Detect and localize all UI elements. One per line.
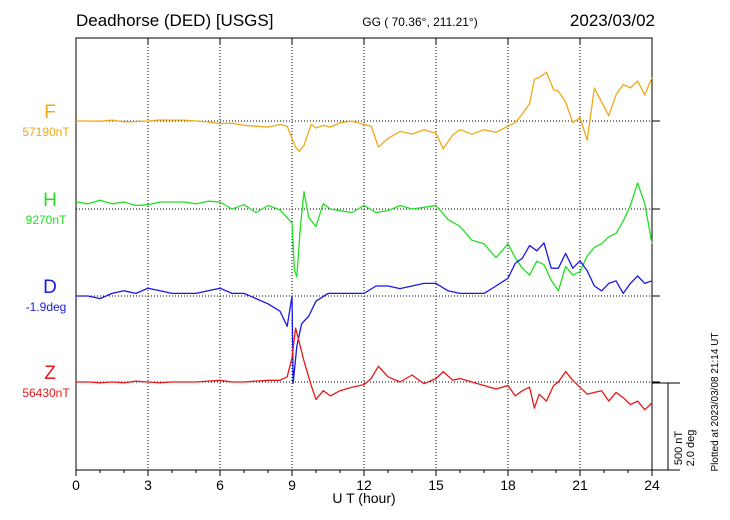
series-group: F 57190nT H 9270nT D -1.9deg Z 56430nT: [22, 71, 653, 411]
x-tick-label-15: 15: [428, 477, 444, 493]
scale-deg-label: 2.0 deg: [685, 430, 697, 467]
plotted-timestamp: Plotted at 2023/03/08 21:14 UT: [710, 333, 721, 472]
series-baseline-F: 57190nT: [22, 125, 70, 139]
series-name-F: F: [44, 102, 56, 123]
x-tick-label-12: 12: [356, 477, 372, 493]
x-tick-label-3: 3: [144, 477, 152, 493]
scale-nt-label: 500 nT: [673, 431, 685, 466]
x-axis-label: U T (hour): [332, 490, 395, 506]
series-name-Z: Z: [44, 363, 56, 384]
series-line-F: [76, 71, 653, 153]
series-baseline-D: -1.9deg: [26, 300, 67, 314]
series-line-Z: [76, 327, 653, 411]
x-tick-label-0: 0: [72, 477, 80, 493]
x-axis: 0 3 6 9 12 15 18 21 24: [72, 38, 660, 493]
chart-title: Deadhorse (DED) [USGS]: [76, 11, 273, 30]
series-baseline-H: 9270nT: [26, 213, 67, 227]
series-name-D: D: [43, 277, 57, 298]
series-line-H: [75, 182, 653, 292]
grid: [76, 38, 660, 470]
date-label: 2023/03/02: [570, 11, 655, 30]
station-coords: GG ( 70.36°, 211.21°): [362, 15, 477, 29]
x-tick-label-18: 18: [500, 477, 516, 493]
series-line-D: [76, 242, 653, 384]
scale-bar: 500 nT 2.0 deg: [652, 382, 697, 471]
x-tick-label-24: 24: [644, 477, 660, 493]
series-baseline-Z: 56430nT: [22, 386, 70, 400]
x-tick-label-21: 21: [572, 477, 588, 493]
x-tick-label-9: 9: [288, 477, 296, 493]
series-name-H: H: [43, 190, 57, 211]
x-tick-label-6: 6: [216, 477, 224, 493]
